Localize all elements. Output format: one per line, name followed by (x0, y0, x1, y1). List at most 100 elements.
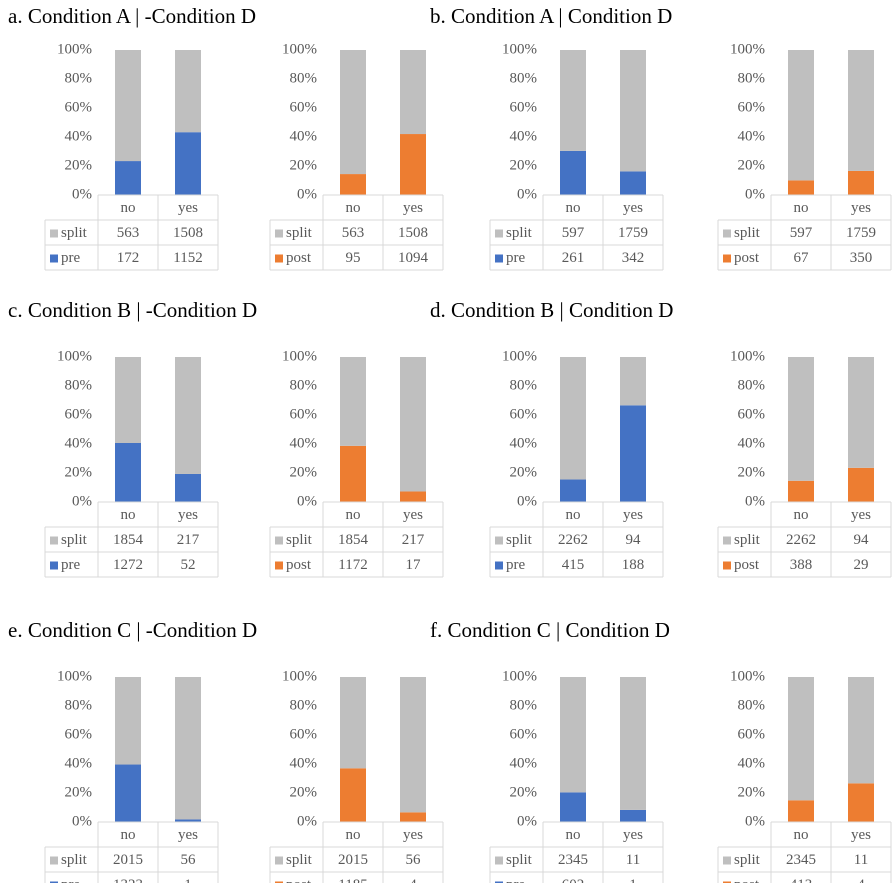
y-tick-label: 60% (510, 406, 538, 422)
legend-label: pre (506, 250, 525, 266)
bar-segment (560, 357, 586, 480)
table-value: 1759 (846, 225, 876, 241)
legend-label: split (506, 225, 533, 241)
x-tick-label: no (121, 507, 136, 523)
table-value: 94 (626, 532, 642, 548)
panel-title: d. Condition B | Condition D (430, 298, 673, 322)
legend-swatch (50, 881, 58, 883)
bar-segment (848, 50, 874, 171)
x-tick-label: no (794, 200, 809, 216)
table-value: 413 (790, 877, 813, 883)
y-tick-label: 60% (510, 99, 538, 115)
legend-label: pre (506, 557, 525, 573)
y-tick-label: 100% (730, 41, 765, 57)
bar-segment (175, 132, 201, 195)
x-tick-label: no (794, 827, 809, 843)
bar-segment (400, 357, 426, 492)
y-tick-label: 80% (510, 70, 538, 86)
y-tick-label: 40% (290, 435, 318, 451)
y-tick-label: 100% (282, 348, 317, 364)
legend-label: pre (61, 877, 80, 883)
y-tick-label: 40% (510, 755, 538, 771)
table-value: 2262 (786, 532, 816, 548)
x-tick-label: no (566, 200, 581, 216)
table-value: 597 (562, 225, 585, 241)
bar-segment (560, 792, 586, 822)
y-tick-label: 100% (502, 348, 537, 364)
bar-segment (848, 357, 874, 468)
x-tick-label: no (346, 200, 361, 216)
y-tick-label: 20% (65, 784, 93, 800)
bar-segment (560, 150, 586, 195)
table-value: 1094 (398, 250, 429, 266)
table-value: 342 (622, 250, 645, 266)
legend-label: post (286, 557, 312, 573)
panel-title: e. Condition C | -Condition D (8, 618, 257, 642)
bar-segment (788, 357, 814, 481)
bar-segment (115, 50, 141, 162)
y-tick-label: 20% (738, 157, 766, 173)
y-tick-label: 20% (738, 464, 766, 480)
y-tick-label: 0% (745, 186, 765, 202)
y-tick-label: 40% (65, 128, 93, 144)
y-tick-label: 60% (290, 726, 318, 742)
bar-segment (115, 357, 141, 443)
legend-swatch (275, 561, 283, 570)
bar-segment (620, 405, 646, 502)
x-tick-label: yes (623, 507, 643, 523)
x-tick-label: no (346, 507, 361, 523)
table-value: 1323 (113, 877, 143, 883)
legend-label: split (734, 852, 761, 868)
table-value: 2262 (558, 532, 588, 548)
y-tick-label: 0% (517, 493, 537, 509)
legend-swatch (50, 229, 58, 238)
table-value: 415 (562, 557, 585, 573)
legend-swatch (723, 856, 731, 865)
y-tick-label: 60% (510, 726, 538, 742)
table-value: 1759 (618, 225, 648, 241)
table-value: 188 (622, 557, 645, 573)
y-tick-label: 20% (510, 784, 538, 800)
bar-segment (400, 677, 426, 813)
legend-label: split (61, 852, 88, 868)
legend-label: split (286, 532, 313, 548)
y-tick-label: 40% (290, 755, 318, 771)
legend-swatch (723, 536, 731, 545)
x-tick-label: yes (178, 200, 198, 216)
y-tick-label: 20% (738, 784, 766, 800)
x-tick-label: yes (851, 827, 871, 843)
legend-swatch (723, 561, 731, 570)
x-tick-label: no (121, 200, 136, 216)
y-tick-label: 80% (738, 697, 766, 713)
y-tick-label: 100% (730, 668, 765, 684)
x-tick-label: yes (403, 827, 423, 843)
legend-label: split (286, 225, 313, 241)
y-tick-label: 0% (72, 813, 92, 829)
bar-segment (788, 180, 814, 195)
x-tick-label: yes (178, 827, 198, 843)
table-value: 2015 (113, 852, 143, 868)
table-value: 94 (854, 532, 870, 548)
legend-label: split (61, 225, 88, 241)
legend-swatch (495, 536, 503, 545)
legend-swatch (275, 881, 283, 883)
bar-segment (340, 677, 366, 769)
table-value: 597 (790, 225, 813, 241)
table-value: 1272 (113, 557, 143, 573)
y-tick-label: 20% (65, 157, 93, 173)
bar-segment (560, 479, 586, 502)
table-value: 56 (181, 852, 197, 868)
legend-swatch (275, 254, 283, 263)
legend-swatch (50, 254, 58, 263)
bar-segment (788, 480, 814, 502)
bar-segment (620, 677, 646, 810)
table-value: 4 (409, 877, 417, 883)
x-tick-label: yes (851, 507, 871, 523)
panel-title: b. Condition A | Condition D (430, 4, 672, 28)
bar-segment (400, 134, 426, 195)
legend-swatch (275, 856, 283, 865)
legend-swatch (723, 229, 731, 238)
bar-segment (340, 174, 366, 195)
table-value: 217 (402, 532, 425, 548)
table-value: 67 (794, 250, 810, 266)
